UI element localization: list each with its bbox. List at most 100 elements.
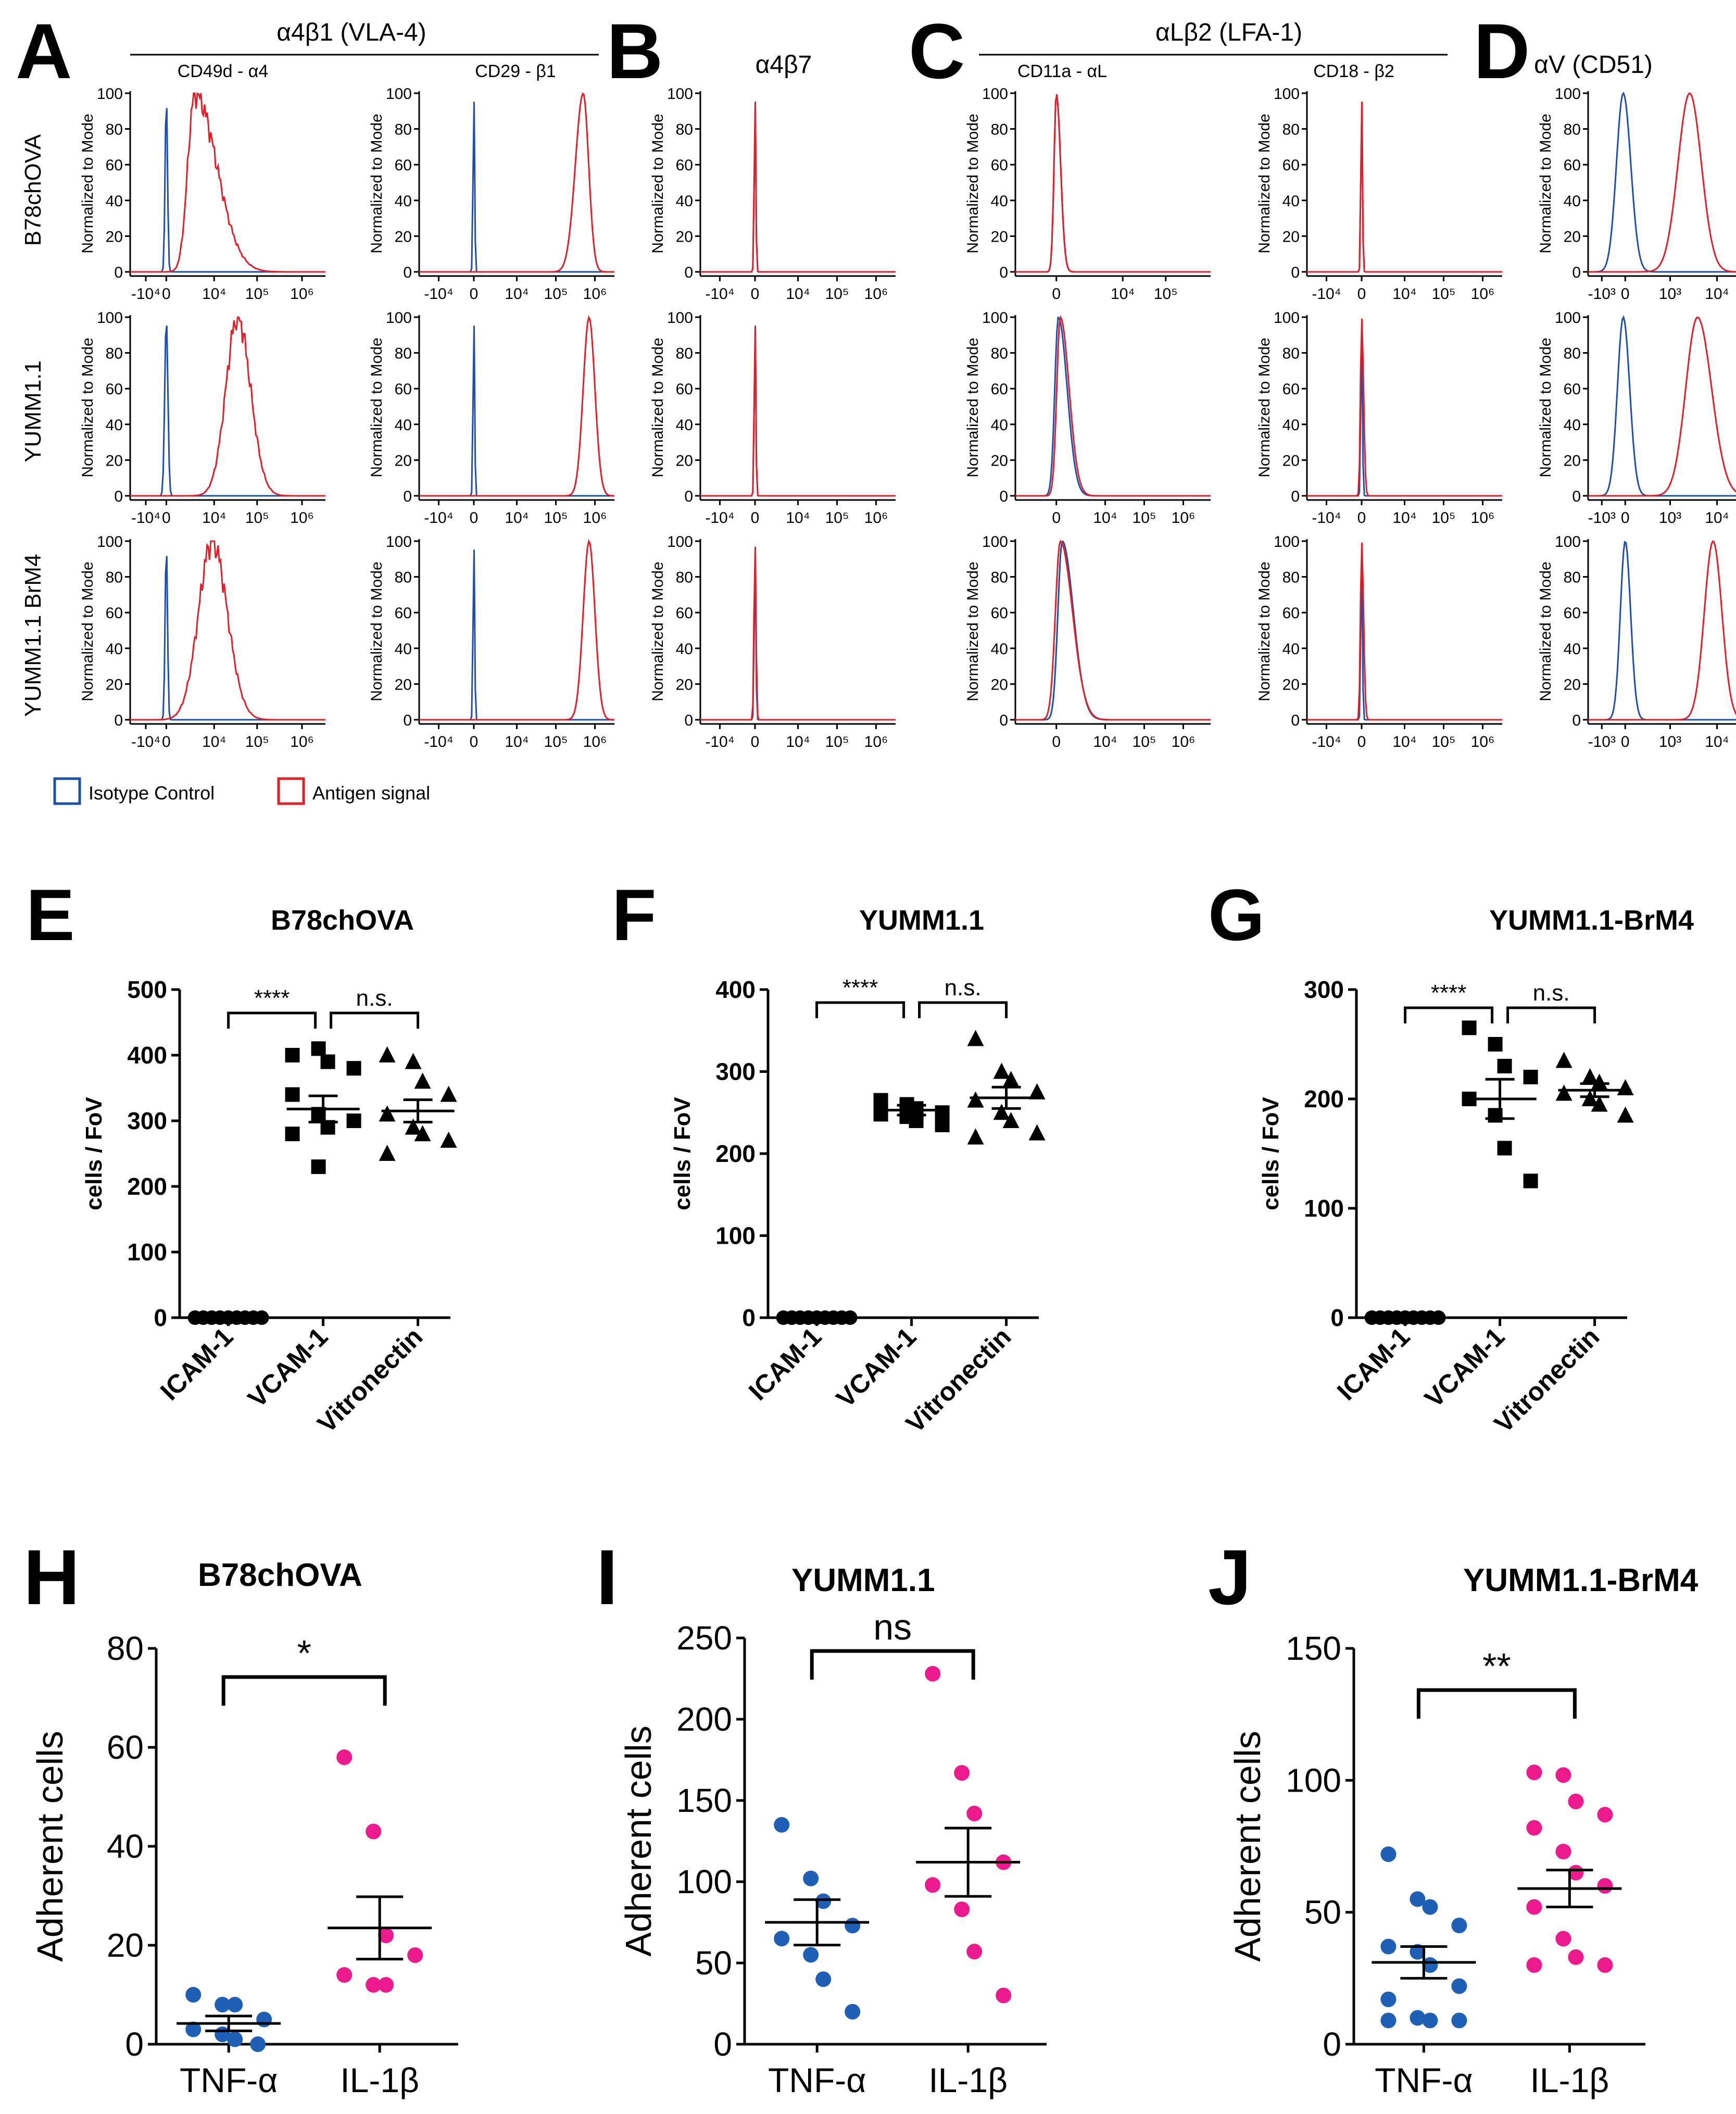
header-av: αV (CD51) <box>1534 51 1653 79</box>
hist-y-tick-label: 100 <box>1274 309 1300 327</box>
data-point <box>966 1805 983 1821</box>
antigen-curve <box>1588 316 1736 497</box>
hist-y-tick-label: 100 <box>386 85 412 103</box>
histogram-r2-c2: Normalized to Mode 0 20 40 60 80 100 -10⁴ 0 10⁴ 10… <box>649 533 896 750</box>
antigen-curve <box>1307 542 1502 721</box>
dotplot-y-tick-label: 300 <box>715 1058 756 1085</box>
isotype-curve <box>700 549 896 721</box>
antigen-curve <box>419 92 614 273</box>
hist-y-tick-label: 40 <box>1564 193 1581 210</box>
data-point <box>1555 1931 1571 1947</box>
data-point <box>925 1877 941 1893</box>
data-point <box>405 1053 422 1069</box>
dotplot-y-tick-label: 400 <box>127 1042 167 1069</box>
data-point <box>320 1054 335 1069</box>
data-point <box>378 1977 394 1993</box>
header-a4b7: α4β7 <box>756 51 812 79</box>
hist-x-tick-label: -10⁴ <box>705 285 734 303</box>
hist-x-tick-label: -10³ <box>1588 509 1616 527</box>
hist-y-tick-label: 80 <box>395 569 412 586</box>
hist-y-tick-label: 20 <box>1564 228 1581 245</box>
row-label-brm4: YUMM1.1 BrM4 <box>20 554 46 717</box>
significance-label: ** <box>1482 1646 1511 1686</box>
hist-x-tick-label: 10⁵ <box>544 285 568 303</box>
hist-y-tick-label: 40 <box>1564 417 1581 434</box>
panel-letter-g: G <box>1208 874 1265 956</box>
data-point <box>285 1127 300 1142</box>
isotype-curve <box>130 108 325 273</box>
hist-y-tick-label: 40 <box>1282 417 1300 434</box>
antigen-curve <box>1015 315 1211 497</box>
panel-letter-c: C <box>909 7 965 95</box>
data-point <box>1526 1820 1542 1836</box>
hist-y-tick-label: 40 <box>1564 641 1581 658</box>
hist-y-label: Normalized to Mode <box>649 337 666 477</box>
isotype-curve <box>700 326 896 497</box>
data-point <box>966 1944 983 1960</box>
hist-x-tick-label: -10⁴ <box>1312 733 1341 750</box>
hist-y-tick-label: 40 <box>106 641 123 658</box>
histogram-r2-c1: Normalized to Mode 0 20 40 60 80 100 -10⁴ 0 10⁴ 10… <box>368 533 615 750</box>
hist-y-tick-label: 40 <box>395 193 412 210</box>
hist-y-tick-label: 20 <box>991 452 1008 469</box>
data-point <box>774 1817 790 1833</box>
dotplot-x-tick-label: VCAM-1 <box>242 1322 333 1413</box>
significance-label: **** <box>842 975 878 1000</box>
hist-y-label: Normalized to Mode <box>1537 337 1554 477</box>
legend-antigen-swatch <box>277 777 305 805</box>
data-point <box>1410 2010 1426 2026</box>
histogram-r2-c3: Normalized to Mode 0 20 40 60 80 100 0 10⁴ 10⁵ 10⁶ <box>964 533 1211 750</box>
hist-y-label: Normalized to Mode <box>964 561 982 701</box>
hist-y-tick-label: 60 <box>991 381 1008 398</box>
data-point <box>1617 1106 1634 1123</box>
hist-x-tick-label: 10⁵ <box>1432 733 1456 750</box>
hist-x-tick-label: -10⁴ <box>705 509 734 527</box>
data-point <box>967 1030 984 1046</box>
data-point <box>1380 1846 1397 1862</box>
hist-x-tick-label: 10⁴ <box>1392 509 1416 527</box>
hist-x-tick-label: 10⁴ <box>1705 509 1729 527</box>
hist-y-tick-label: 60 <box>1564 157 1581 174</box>
hist-x-tick-label: 10⁵ <box>1432 509 1456 527</box>
data-point <box>311 1159 326 1174</box>
hist-x-tick-label: 10⁵ <box>1133 733 1156 750</box>
hist-y-tick-label: 20 <box>676 228 693 245</box>
dotplot-y-tick-label: 200 <box>127 1173 167 1200</box>
dotplot-x-tick-label: ICAM-1 <box>1331 1322 1415 1406</box>
dotplot-y-tick-label: 200 <box>676 1700 732 1738</box>
hist-x-tick-label: 10⁶ <box>583 509 607 527</box>
antigen-curve <box>1307 102 1502 273</box>
significance-label: n.s. <box>356 985 393 1011</box>
dotplot-x-tick-label: ICAM-1 <box>743 1322 827 1406</box>
hist-y-tick-label: 60 <box>1282 381 1300 398</box>
antigen-curve <box>700 326 896 497</box>
hist-x-tick-label: 0 <box>1621 285 1630 303</box>
data-point <box>1410 1891 1426 1907</box>
data-point <box>440 1085 457 1102</box>
hist-y-tick-label: 40 <box>991 193 1008 210</box>
dotplot-y-tick-label: 400 <box>715 976 756 1003</box>
data-point <box>1410 1944 1426 1960</box>
data-point <box>379 1046 396 1062</box>
flow-legend: Isotype Control Antigen signal <box>53 777 430 805</box>
hist-x-tick-label: 10³ <box>1659 733 1681 750</box>
hist-y-tick-label: 20 <box>1282 676 1300 693</box>
hist-x-tick-label: 0 <box>1621 733 1630 750</box>
dotplot-y-tick-label: 20 <box>107 1927 144 1964</box>
dotplot-x-tick-label: VCAM-1 <box>831 1322 922 1413</box>
dotplot-y-tick-label: 60 <box>107 1729 144 1766</box>
significance-bracket <box>815 1001 905 1018</box>
antigen-curve <box>130 92 325 273</box>
hist-y-label: Normalized to Mode <box>964 337 982 477</box>
dotplot-y-tick-label: 0 <box>742 1304 756 1331</box>
data-point <box>1497 1141 1512 1156</box>
hist-x-tick-label: -10⁴ <box>424 285 453 303</box>
hist-x-tick-label: -10³ <box>1588 285 1616 303</box>
hist-y-label: Normalized to Mode <box>649 114 666 253</box>
hist-y-tick-label: 100 <box>1555 85 1581 103</box>
antigen-curve <box>419 539 615 721</box>
hist-y-tick-label: 0 <box>114 488 123 505</box>
hist-x-tick-label: 10⁴ <box>786 285 810 303</box>
hist-x-tick-label: 0 <box>470 733 479 750</box>
